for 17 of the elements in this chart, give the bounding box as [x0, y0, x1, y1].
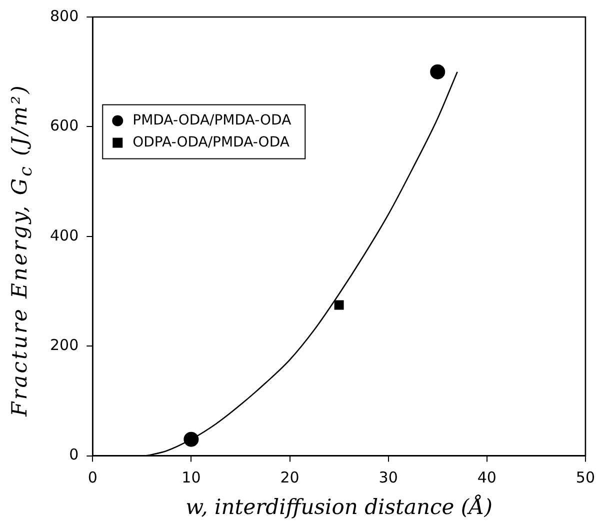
y-tick-label: 0	[69, 446, 79, 464]
x-axis-title: w, interdiffusion distance (Å)	[186, 494, 492, 519]
point	[334, 300, 344, 310]
x-tick-label: 30	[378, 468, 398, 487]
legend-label: PMDA-ODA/PMDA-ODA	[132, 112, 292, 128]
y-tick-label: 200	[50, 336, 79, 354]
x-tick-label: 50	[576, 468, 596, 487]
x-tick-label: 20	[280, 468, 300, 487]
y-tick-label: 800	[50, 6, 79, 25]
y-tick-label: 600	[50, 116, 79, 135]
y-tick-label: 400	[50, 226, 79, 244]
point	[184, 432, 199, 447]
legend-label: ODPA-ODA/PMDA-ODA	[132, 134, 290, 150]
x-tick-label: 10	[182, 468, 201, 487]
x-tick-label: 40	[477, 468, 496, 487]
point	[430, 64, 446, 80]
x-tick-label: 0	[88, 468, 98, 487]
